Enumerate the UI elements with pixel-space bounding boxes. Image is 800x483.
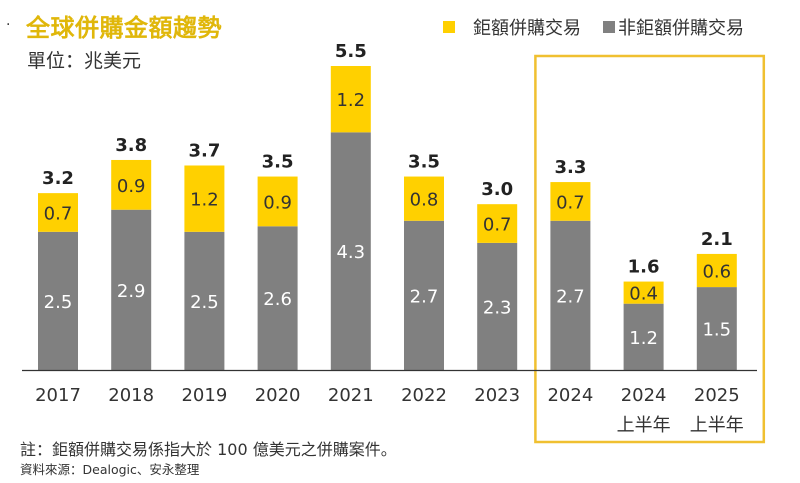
data-label-mega: 0.9 [263, 192, 292, 213]
data-label-total: 5.5 [335, 41, 367, 62]
bar-segment-non-mega [696, 287, 737, 370]
data-label-non-mega: 1.5 [702, 320, 731, 341]
data-label-total: 3.8 [115, 135, 147, 156]
data-label-non-mega: 2.6 [263, 289, 292, 310]
bar-segment-mega [257, 176, 298, 227]
bar-segment-non-mega [111, 209, 152, 370]
bar-segment-non-mega [550, 220, 591, 370]
legend: 鉅額併購交易 非鉅額併購交易 [443, 14, 744, 40]
bar-segment-mega [38, 193, 78, 232]
x-tick-label: 2018 [108, 385, 154, 406]
bar-segment-non-mega [38, 231, 78, 370]
data-label-mega: 1.2 [336, 90, 365, 111]
bar-segment-mega [404, 176, 444, 221]
data-label-total: 3.7 [188, 140, 220, 161]
x-tick-sublabel: 上半年 [617, 415, 671, 436]
legend-swatch-mega-deals [443, 21, 455, 33]
bar-segment-mega [623, 281, 664, 304]
x-tick-label: 2024 [547, 385, 593, 406]
x-tick-sublabel: 上半年 [690, 415, 744, 436]
x-tick-label: 2023 [474, 385, 520, 406]
bar-segment-non-mega [184, 231, 225, 370]
bar-segment-mega [696, 253, 737, 288]
title-bullet: · [6, 17, 11, 33]
data-label-total: 1.6 [628, 257, 660, 278]
legend-item-mega-deals: 鉅額併購交易 [443, 14, 581, 40]
data-label-mega: 0.7 [556, 192, 585, 213]
data-label-non-mega: 2.5 [190, 292, 219, 313]
bar-segment-mega [477, 204, 518, 243]
data-label-mega: 0.7 [483, 215, 512, 236]
legend-label-mega-deals: 鉅額併購交易 [473, 18, 581, 39]
x-tick-label: 2022 [401, 385, 447, 406]
data-label-mega: 0.8 [410, 190, 439, 211]
unit-label: 單位：兆美元 [27, 50, 142, 72]
x-tick-label: 2019 [181, 385, 227, 406]
bar-segment-mega [111, 159, 152, 210]
chart-title: 全球併購金額趨勢 [26, 14, 222, 42]
bar-segment-non-mega [257, 226, 298, 370]
x-tick-label: 2020 [255, 385, 301, 406]
data-label-mega: 0.6 [702, 262, 731, 283]
x-tick-label: 2025 [694, 385, 740, 406]
legend-item-non-mega-deals: 非鉅額併購交易 [603, 14, 744, 40]
x-tick-label: 2017 [35, 385, 81, 406]
x-tick-label: 2021 [328, 385, 374, 406]
legend-label-non-mega-deals: 非鉅額併購交易 [618, 18, 744, 39]
legend-swatch-non-mega-deals [603, 21, 615, 33]
highlight-box [534, 54, 766, 444]
data-label-non-mega: 2.7 [410, 286, 439, 307]
data-label-total: 3.2 [42, 168, 74, 189]
source-note: 資料來源：Dealogic、安永整理 [20, 462, 200, 477]
x-tick-label: 2024 [621, 385, 667, 406]
data-label-total: 2.1 [701, 229, 733, 250]
data-label-total: 3.0 [481, 179, 513, 200]
bar-segment-non-mega [477, 242, 518, 370]
bar-segment-non-mega [623, 303, 664, 370]
data-label-non-mega: 1.2 [629, 328, 658, 349]
bar-segment-mega [330, 66, 371, 133]
data-label-non-mega: 2.9 [117, 281, 146, 302]
data-label-total: 3.5 [262, 152, 294, 173]
bar-segment-mega [184, 165, 225, 232]
data-label-non-mega: 4.3 [336, 242, 365, 263]
data-label-non-mega: 2.5 [44, 292, 73, 313]
data-label-non-mega: 2.7 [556, 286, 585, 307]
data-label-mega: 0.9 [117, 176, 146, 197]
data-label-total: 3.5 [408, 152, 440, 173]
data-label-mega: 1.2 [190, 190, 219, 211]
data-label-non-mega: 2.3 [483, 297, 512, 318]
data-label-mega: 0.7 [44, 203, 73, 224]
data-label-total: 3.3 [554, 157, 586, 178]
bar-segment-mega [550, 182, 591, 221]
footnote: 註：鉅額併購交易係指大於 100 億美元之併購案件。 [20, 440, 397, 459]
data-label-mega: 0.4 [629, 284, 658, 305]
bar-segment-non-mega [330, 132, 371, 370]
bar-segment-non-mega [404, 220, 444, 370]
